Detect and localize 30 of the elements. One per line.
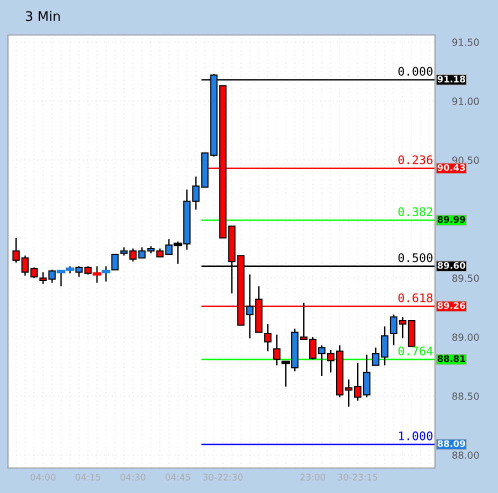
- y-tick-label: 88.50: [452, 392, 479, 400]
- y-tick-label: 88.00: [452, 452, 479, 459]
- x-tick-label: 04:00: [30, 474, 56, 481]
- ref-line-label: 88.09: [438, 440, 466, 448]
- annotation: 0.382: [398, 207, 432, 216]
- ref-line-label: 89.99: [438, 216, 466, 223]
- x-tick-label: 04:45: [165, 474, 190, 481]
- y-tick-label: 91.00: [452, 98, 479, 105]
- y-tick-label: 89.50: [452, 274, 479, 282]
- ref-line-label: 91.18: [438, 76, 466, 82]
- annotation: 0.618: [398, 293, 432, 302]
- ref-line-label: 88.81: [438, 355, 466, 362]
- annotation: 0.500: [398, 253, 432, 262]
- chart-title: 3 Min: [26, 10, 60, 22]
- x-tick-label: 04:15: [76, 474, 100, 481]
- annotation: 1.000: [399, 431, 432, 440]
- x-tick-label: 30-22:30: [203, 474, 243, 481]
- annotation: 0.764: [398, 346, 433, 356]
- y-tick-label: 91.50: [452, 38, 479, 46]
- y-tick-label: 89.00: [452, 334, 479, 341]
- x-tick-label: 30-23:15: [338, 474, 378, 481]
- annotation: 0.236: [398, 155, 432, 164]
- x-tick-label: 04:30: [120, 474, 146, 481]
- ref-line-label: 90.43: [438, 164, 465, 171]
- x-tick-label: 23:00: [300, 474, 326, 481]
- ref-line-label: 89.26: [438, 302, 466, 309]
- ref-line-label: 89.60: [438, 262, 466, 269]
- candlestick: [264, 323, 272, 352]
- annotation: 0.000: [398, 66, 432, 76]
- candlestick: [273, 334, 280, 366]
